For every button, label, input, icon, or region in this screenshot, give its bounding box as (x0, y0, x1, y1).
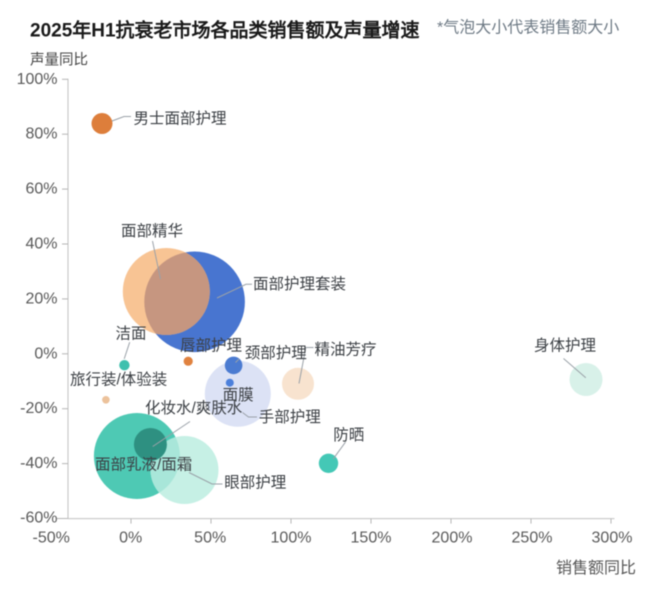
svg-text:*气泡大小代表销售额大小: *气泡大小代表销售额大小 (437, 19, 619, 37)
svg-text:0%: 0% (119, 529, 142, 546)
svg-text:-40%: -40% (20, 455, 57, 472)
svg-text:80%: 80% (25, 126, 57, 143)
svg-text:洁面: 洁面 (116, 325, 147, 343)
svg-text:防晒: 防晒 (333, 426, 364, 444)
svg-text:声量同比: 声量同比 (30, 51, 88, 69)
svg-text:150%: 150% (351, 529, 392, 546)
svg-text:300%: 300% (592, 529, 633, 546)
svg-text:-20%: -20% (20, 400, 57, 417)
svg-text:200%: 200% (432, 529, 473, 546)
svg-text:40%: 40% (25, 236, 57, 253)
svg-text:面部精华: 面部精华 (121, 222, 183, 240)
svg-text:2025年H1抗衰老市场各品类销售额及声量增速: 2025年H1抗衰老市场各品类销售额及声量增速 (30, 19, 420, 42)
svg-text:男士面部护理: 男士面部护理 (134, 110, 227, 128)
svg-text:身体护理: 身体护理 (534, 337, 596, 355)
svg-text:化妆水/爽肤水: 化妆水/爽肤水 (145, 399, 243, 417)
svg-text:-50%: -50% (33, 529, 70, 546)
svg-text:50%: 50% (194, 529, 226, 546)
svg-text:销售额同比: 销售额同比 (556, 559, 636, 577)
svg-text:60%: 60% (25, 181, 57, 198)
svg-text:颈部护理: 颈部护理 (245, 344, 307, 362)
svg-text:手部护理: 手部护理 (259, 408, 321, 426)
svg-text:面部护理套装: 面部护理套装 (253, 275, 346, 293)
svg-text:0%: 0% (34, 345, 57, 362)
svg-text:-60%: -60% (20, 510, 57, 527)
svg-text:20%: 20% (25, 290, 57, 307)
svg-text:唇部护理: 唇部护理 (180, 337, 242, 355)
svg-text:250%: 250% (512, 529, 553, 546)
svg-text:旅行装/体验装: 旅行装/体验装 (70, 371, 167, 389)
svg-text:100%: 100% (271, 529, 312, 546)
svg-text:100%: 100% (17, 71, 58, 88)
svg-text:面部乳液/面霜: 面部乳液/面霜 (95, 456, 192, 474)
svg-text:精油芳疗: 精油芳疗 (315, 341, 377, 359)
svg-text:面膜: 面膜 (223, 386, 254, 404)
svg-text:眼部护理: 眼部护理 (224, 474, 286, 492)
